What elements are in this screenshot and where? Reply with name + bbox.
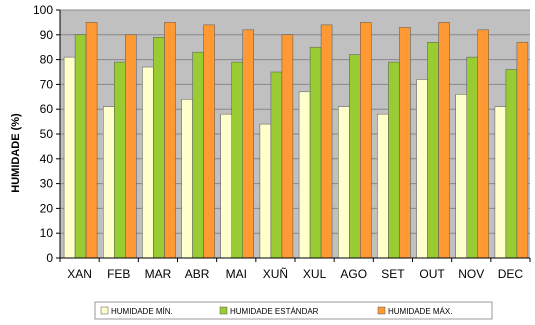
x-tick-label: XUL bbox=[303, 267, 327, 281]
bar-min bbox=[416, 79, 428, 259]
x-tick-label: AGO bbox=[340, 267, 367, 281]
x-tick-label: MAI bbox=[226, 267, 247, 281]
y-tick-label: 30 bbox=[40, 177, 54, 191]
y-tick-label: 80 bbox=[40, 53, 54, 67]
bar-standard bbox=[309, 46, 322, 259]
bar-max bbox=[164, 22, 176, 259]
bar-standard bbox=[505, 69, 518, 259]
bar-min bbox=[220, 113, 232, 259]
x-tick-label: ABR bbox=[185, 267, 210, 281]
legend-swatch bbox=[377, 306, 386, 315]
legend-swatch bbox=[100, 306, 109, 315]
legend-label: HUMIDADE MÁX. bbox=[388, 307, 452, 316]
y-tick-label: 70 bbox=[40, 77, 54, 91]
legend-swatch bbox=[219, 306, 228, 315]
bar-max bbox=[320, 24, 333, 259]
bar-min bbox=[181, 99, 193, 259]
bar-standard bbox=[270, 71, 283, 259]
y-tick-label: 40 bbox=[40, 152, 54, 166]
y-tick-label: 90 bbox=[40, 28, 54, 42]
legend-label: HUMIDADE ESTÁNDAR bbox=[230, 307, 319, 316]
bar-max bbox=[242, 29, 254, 259]
y-tick-label: 50 bbox=[40, 127, 54, 141]
bar-max bbox=[281, 34, 294, 259]
x-tick-label: SET bbox=[381, 267, 405, 281]
legend: HUMIDADE MÍN. HUMIDADE ESTÁNDAR HUMIDADE M… bbox=[94, 301, 493, 320]
x-tick-label: XAN bbox=[67, 267, 92, 281]
y-tick-label: 0 bbox=[46, 251, 53, 265]
bar-standard bbox=[388, 61, 400, 259]
bar-max bbox=[85, 22, 98, 259]
bar-max bbox=[438, 22, 450, 259]
y-tick-label: 20 bbox=[40, 201, 54, 215]
bar-min bbox=[455, 94, 467, 259]
x-tick-label: DEC bbox=[498, 267, 524, 281]
y-tick-label: 10 bbox=[40, 226, 54, 240]
bar-min bbox=[494, 106, 507, 259]
legend-box bbox=[94, 301, 493, 320]
x-tick-label: XUÑ bbox=[263, 267, 288, 281]
bar-min bbox=[259, 123, 272, 259]
bar-max bbox=[360, 22, 372, 259]
bar-min bbox=[298, 91, 311, 259]
bar-min bbox=[63, 56, 76, 259]
bar-max bbox=[516, 41, 529, 259]
bar-standard bbox=[466, 56, 478, 259]
bar-max bbox=[203, 24, 215, 259]
x-tick-label: OUT bbox=[419, 267, 445, 281]
bar-standard bbox=[231, 61, 243, 259]
bar-standard bbox=[74, 34, 87, 259]
y-tick-label: 60 bbox=[40, 102, 54, 116]
bar-standard bbox=[349, 54, 361, 259]
bar-min bbox=[338, 106, 350, 259]
plot-area bbox=[60, 9, 530, 259]
y-axis-title: HUMIDADE (%) bbox=[10, 113, 22, 193]
bar-standard bbox=[114, 61, 126, 259]
x-tick-label: NOV bbox=[458, 267, 484, 281]
legend-label: HUMIDADE MÍN. bbox=[111, 307, 173, 316]
x-tick-label: FEB bbox=[107, 267, 130, 281]
bar-max bbox=[125, 34, 137, 259]
bar-standard bbox=[153, 37, 165, 259]
bar-standard bbox=[427, 41, 439, 259]
bar-standard bbox=[192, 51, 204, 259]
bar-min bbox=[142, 66, 154, 259]
bar-max bbox=[477, 29, 489, 259]
x-tick-label: MAR bbox=[145, 267, 172, 281]
bar-min bbox=[103, 106, 115, 259]
bar-max bbox=[399, 27, 411, 259]
y-tick-label: 100 bbox=[33, 3, 53, 17]
bar-min bbox=[377, 113, 389, 259]
axes: 0 10 20 30 40 50 60 70 80 90 100 XAN FEB MAR ABR MAI XUÑ… bbox=[33, 3, 531, 281]
